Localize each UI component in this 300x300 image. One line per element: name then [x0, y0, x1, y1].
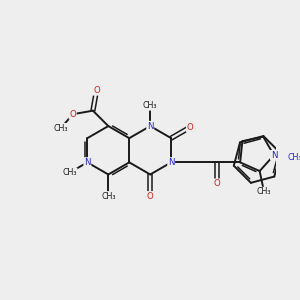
Text: N: N — [84, 158, 91, 167]
Text: O: O — [93, 86, 100, 95]
Text: CH₃: CH₃ — [143, 101, 158, 110]
Text: CH₃: CH₃ — [62, 168, 77, 177]
Text: N: N — [271, 151, 277, 160]
Text: N: N — [147, 122, 154, 130]
Text: O: O — [69, 110, 76, 119]
Text: CH₃: CH₃ — [54, 124, 68, 133]
Text: O: O — [147, 192, 154, 201]
Text: CH₃: CH₃ — [257, 188, 271, 196]
Text: CH₃: CH₃ — [288, 153, 300, 162]
Text: O: O — [187, 123, 194, 132]
Text: N: N — [168, 158, 174, 167]
Text: CH₃: CH₃ — [101, 192, 116, 201]
Text: O: O — [214, 179, 220, 188]
